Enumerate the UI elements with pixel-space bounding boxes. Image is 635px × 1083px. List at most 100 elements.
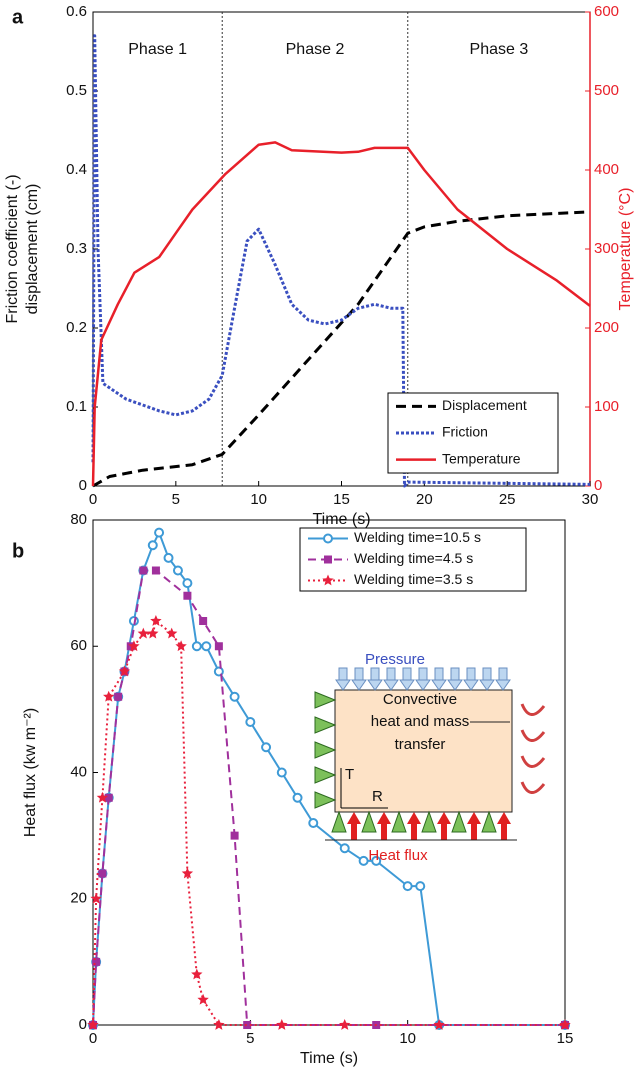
- x-tick-label: 10: [250, 491, 267, 508]
- inset-label: T: [345, 766, 354, 783]
- pressure-arrow-head: [351, 679, 367, 691]
- marker: [96, 791, 109, 803]
- heat-arrow: [467, 812, 481, 840]
- support: [331, 810, 347, 833]
- pressure-arrow: [338, 667, 348, 681]
- marker: [103, 690, 115, 702]
- marker: [92, 957, 101, 966]
- marker: [201, 641, 212, 652]
- y2-tick-label: 0: [594, 477, 602, 494]
- y2-tick-label: 100: [594, 398, 619, 415]
- marker: [137, 627, 150, 639]
- marker: [415, 881, 426, 892]
- pressure-arrow-head: [495, 679, 511, 691]
- legend-label: Temperature: [442, 450, 521, 466]
- pressure-arrow-head: [447, 679, 463, 691]
- support: [361, 810, 377, 833]
- y-tick-label: 0.4: [66, 161, 87, 178]
- pressure-arrow-head: [335, 679, 351, 691]
- marker: [433, 1019, 445, 1030]
- support: [314, 791, 337, 809]
- x-tick-label: 30: [582, 491, 599, 508]
- marker: [98, 869, 107, 878]
- inset-label: Convective: [383, 691, 457, 708]
- y-tick-label: 0.6: [66, 3, 87, 20]
- series-line: [91, 34, 591, 488]
- marker: [114, 692, 123, 701]
- support: [314, 741, 337, 759]
- series-line: [92, 569, 565, 1026]
- marker: [213, 1019, 225, 1030]
- convective-arrow: [520, 755, 546, 768]
- x-tick-label: 25: [499, 491, 516, 508]
- y-axis-label: displacement (cm): [24, 184, 41, 315]
- inset-label: Heat flux: [368, 847, 428, 864]
- marker: [339, 1019, 351, 1030]
- y-tick-label: 0.3: [66, 240, 87, 257]
- pressure-arrow: [402, 667, 412, 681]
- inset-label: Pressure: [365, 651, 425, 668]
- marker: [154, 527, 165, 538]
- inset-label: transfer: [395, 736, 446, 753]
- y-tick-label: 40: [70, 763, 87, 780]
- pressure-arrow: [482, 667, 492, 681]
- marker: [166, 627, 178, 639]
- x-tick-label: 5: [172, 491, 180, 508]
- pressure-arrow: [418, 667, 428, 681]
- series-line: [91, 141, 591, 487]
- marker: [322, 574, 334, 586]
- marker: [175, 640, 187, 652]
- pressure-arrow-head: [399, 679, 415, 691]
- marker: [147, 627, 159, 639]
- legend-label: Welding time=10.5 s: [354, 529, 481, 545]
- x-axis-label: Time (s): [300, 1050, 358, 1067]
- phase-label: Phase 1: [128, 41, 187, 58]
- marker: [358, 855, 369, 866]
- marker: [150, 615, 162, 626]
- series-line: [92, 620, 565, 1026]
- pressure-arrow: [386, 667, 396, 681]
- heat-arrow: [377, 812, 391, 840]
- heat-arrow: [437, 812, 451, 840]
- series-line: [92, 210, 591, 488]
- y-axis-label: Heat flux (kw m⁻²): [22, 708, 39, 837]
- x-tick-label: 5: [246, 1030, 254, 1047]
- x-tick-label: 20: [416, 491, 433, 508]
- pressure-arrow-head: [415, 679, 431, 691]
- y2-tick-label: 600: [594, 3, 619, 20]
- marker: [104, 793, 113, 802]
- marker: [214, 642, 223, 651]
- marker: [181, 867, 194, 879]
- inset-diagram: Pressure Convective heat and mass transfer T…: [314, 651, 546, 864]
- phase-label: Phase 3: [470, 41, 529, 58]
- legend-label: Welding time=3.5 s: [354, 571, 473, 587]
- marker: [128, 640, 140, 652]
- x-tick-label: 0: [89, 1030, 97, 1047]
- marker: [183, 591, 192, 600]
- marker: [90, 892, 102, 904]
- support: [391, 810, 407, 833]
- y-tick-label: 0.1: [66, 398, 87, 415]
- convective-arrow: [520, 781, 546, 794]
- legend-label: Friction: [442, 424, 488, 440]
- marker: [245, 717, 256, 727]
- pressure-arrow-head: [431, 679, 447, 691]
- y-tick-label: 0: [79, 1016, 87, 1033]
- marker: [243, 1021, 252, 1029]
- marker: [323, 533, 333, 544]
- marker: [163, 552, 174, 563]
- support: [481, 810, 497, 833]
- y2-tick-label: 400: [594, 161, 619, 178]
- marker: [147, 540, 158, 551]
- support: [314, 716, 337, 734]
- panel-label: a: [12, 6, 24, 28]
- convective-arrow: [520, 729, 546, 742]
- x-tick-label: 15: [557, 1030, 574, 1047]
- marker: [230, 831, 239, 840]
- support: [314, 766, 337, 784]
- y2-tick-label: 300: [594, 240, 619, 257]
- marker: [151, 566, 160, 575]
- pressure-arrow: [370, 667, 380, 681]
- y-axis-label: Friction coefficient (-): [4, 174, 21, 323]
